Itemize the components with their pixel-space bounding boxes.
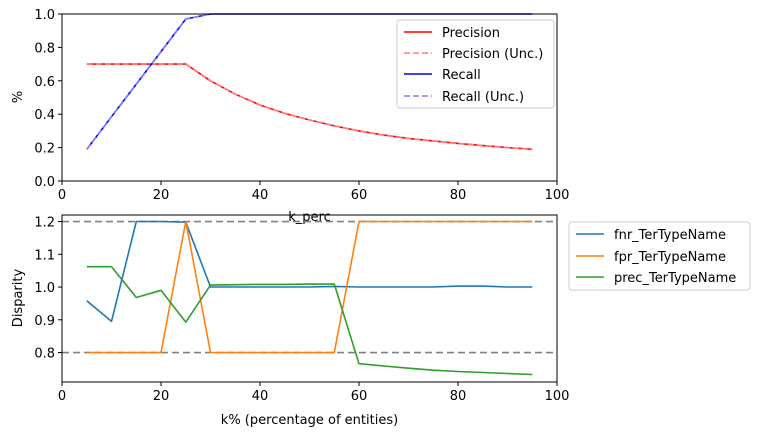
bottom-ytick-label: 1.0 [34, 281, 55, 296]
bottom-xlabel: k% (percentage of entities) [221, 413, 398, 428]
bottom-xtick-label: 0 [58, 389, 66, 404]
legend-label-precision: Precision [442, 26, 500, 41]
top-xtick-label: 80 [450, 188, 467, 203]
top-axes-frame [61, 13, 558, 182]
top-ytick-label: 0.4 [34, 108, 55, 123]
bottom-ytick-label: 0.9 [34, 314, 55, 329]
legend-label-recall-unc: Recall (Unc.) [442, 90, 524, 105]
bottom-xtick-label: 80 [450, 389, 467, 404]
top-legend: Precision Precision (Unc.) Recall Recall… [396, 19, 555, 109]
bottom-xtick-label: 100 [545, 389, 570, 404]
bottom-xtick-label: 40 [252, 389, 269, 404]
legend-label-recall: Recall [442, 68, 481, 83]
bottom-axes-frame [61, 214, 558, 383]
top-ytick-label: 0.2 [34, 142, 55, 157]
disparity-plot: 0 20 40 60 80 100 0.8 0.9 1.0 1.1 1.2 Disparity k%… [11, 214, 751, 428]
bottom-ytick-label: 1.2 [34, 216, 55, 231]
top-ytick-label: 0.8 [34, 41, 55, 56]
legend-label-prec: prec_TerTypeName [614, 271, 736, 286]
series-line-fpr-tertypename [86, 220, 533, 354]
top-ylabel: % [11, 91, 26, 103]
bottom-xtick-label: 20 [153, 389, 170, 404]
bottom-ytick-label: 0.8 [34, 347, 55, 362]
top-legend-box [396, 19, 555, 109]
series-line-prec-tertypename [86, 265, 533, 376]
bottom-legend: fnr_TerTypeName fpr_TerTypeName prec_Ter… [568, 221, 751, 291]
legend-label-fpr: fpr_TerTypeName [614, 250, 726, 265]
top-xtick-label: 0 [58, 188, 66, 203]
series-line-fnr-tertypename [86, 220, 533, 323]
top-ytick-label: 1.0 [34, 8, 55, 23]
bottom-legend-box [568, 221, 751, 291]
top-ytick-label: 0.0 [34, 175, 55, 190]
bottom-ytick-label: 1.1 [34, 248, 55, 263]
top-xtick-label: 40 [252, 188, 269, 203]
top-xtick-label: 20 [153, 188, 170, 203]
top-ytick-label: 0.6 [34, 75, 55, 90]
top-xtick-label: 60 [351, 188, 368, 203]
top-xlabel: k_perc [288, 210, 331, 225]
legend-label-precision-unc: Precision (Unc.) [442, 47, 543, 62]
series-line-precision-unc [86, 63, 533, 151]
bottom-xtick-label: 60 [351, 389, 368, 404]
top-xtick-label: 100 [545, 188, 570, 203]
legend-label-fnr: fnr_TerTypeName [614, 228, 726, 243]
bottom-ylabel: Disparity [11, 269, 26, 328]
